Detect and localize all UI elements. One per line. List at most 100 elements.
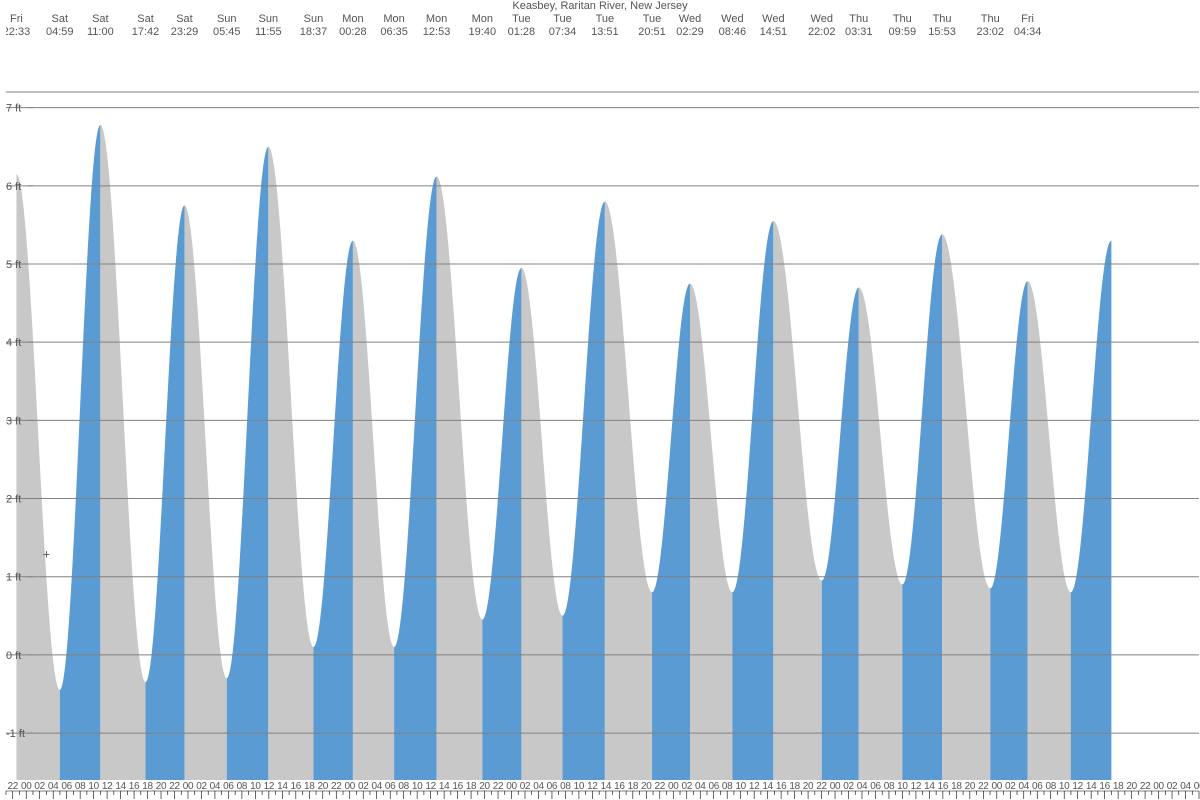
clip-left [0, 0, 6, 800]
tide-falling [521, 268, 562, 780]
x-hour-label: 06 [1194, 781, 1200, 792]
x-hour-label: 16 [291, 781, 302, 792]
x-hour-label: 06 [61, 781, 72, 792]
x-hour-label: 10 [574, 781, 585, 792]
x-hour-label: 04 [210, 781, 221, 792]
tide-falling [942, 234, 990, 780]
x-hour-label: 20 [1126, 781, 1137, 792]
tide-falling [690, 284, 732, 780]
x-hour-label: 16 [1099, 781, 1110, 792]
x-hour-label: 22 [169, 781, 180, 792]
x-hour-label: 14 [924, 781, 935, 792]
x-hour-label: 20 [965, 781, 976, 792]
y-tick-label: 7 ft [6, 103, 21, 115]
x-hour-label: 14 [762, 781, 773, 792]
tide-rising [313, 241, 352, 780]
x-hour-label: 22 [655, 781, 666, 792]
x-hour-label: 22 [1140, 781, 1151, 792]
tide-rising [822, 287, 859, 780]
x-hour-label: 02 [681, 781, 692, 792]
x-hour-label: 18 [304, 781, 315, 792]
tide-rising [146, 205, 185, 780]
x-hour-label: 16 [129, 781, 140, 792]
x-hour-label: 06 [547, 781, 558, 792]
tide-rising [732, 221, 773, 780]
x-hour-label: 04 [533, 781, 544, 792]
x-hour-label: 02 [358, 781, 369, 792]
x-hour-label: 00 [668, 781, 679, 792]
x-hour-label: 08 [722, 781, 733, 792]
x-hour-label: 16 [452, 781, 463, 792]
tide-fill [16, 125, 1111, 780]
x-hour-label: 12 [749, 781, 760, 792]
tide-falling [353, 241, 394, 780]
x-hour-label: 04 [1180, 781, 1191, 792]
x-hour-label: 20 [156, 781, 167, 792]
x-hour-label: 00 [992, 781, 1003, 792]
x-hour-label: 04 [371, 781, 382, 792]
x-hour-label: 04 [1018, 781, 1029, 792]
tide-rising [482, 268, 521, 780]
x-hour-label: 22 [816, 781, 827, 792]
x-hour-label: 00 [1153, 781, 1164, 792]
x-hour-label: 06 [1032, 781, 1043, 792]
tide-falling [100, 125, 145, 780]
tide-rising [60, 125, 101, 780]
tide-falling [268, 147, 313, 780]
y-tick-label: 4 ft [6, 337, 21, 349]
tide-rising [227, 147, 269, 780]
x-hour-label: 00 [830, 781, 841, 792]
x-hour-label: 18 [951, 781, 962, 792]
x-hour-label: 18 [142, 781, 153, 792]
tide-falling [859, 287, 903, 780]
x-hour-label: 14 [115, 781, 126, 792]
x-hour-label: 20 [641, 781, 652, 792]
x-hour-label: 20 [479, 781, 490, 792]
y-tick-label: 1 ft [6, 572, 21, 584]
x-hour-label: 14 [439, 781, 450, 792]
x-hour-label: 12 [911, 781, 922, 792]
x-hour-label: 04 [695, 781, 706, 792]
tide-rising [990, 281, 1027, 780]
y-tick-label: 0 ft [6, 650, 21, 662]
tide-chart-container: Keasbey, Raritan River, New Jersey Fri22… [0, 0, 1200, 800]
tide-chart: -1 ft0 ft1 ft2 ft3 ft4 ft5 ft6 ft7 ft220… [0, 0, 1200, 800]
x-hour-label: 04 [48, 781, 59, 792]
tide-rising [563, 201, 605, 780]
x-hour-label: 18 [466, 781, 477, 792]
x-hour-label: 02 [1005, 781, 1016, 792]
tide-falling [1028, 281, 1071, 780]
x-hour-label: 10 [1059, 781, 1070, 792]
y-tick-label: 6 ft [6, 181, 21, 193]
x-hour-label: 14 [277, 781, 288, 792]
x-hour-label: 08 [560, 781, 571, 792]
x-hour-label: 12 [425, 781, 436, 792]
x-hour-label: 14 [1086, 781, 1097, 792]
x-hour-label: 10 [735, 781, 746, 792]
tide-falling [437, 176, 483, 780]
x-tick-comb [6, 791, 1199, 799]
y-tick-label: -1 ft [6, 728, 25, 740]
x-hour-label: 02 [196, 781, 207, 792]
tide-rising [902, 234, 942, 780]
x-hour-label: 20 [318, 781, 329, 792]
x-hour-label: 02 [520, 781, 531, 792]
x-hour-label: 06 [870, 781, 881, 792]
y-tick-label: 5 ft [6, 259, 21, 271]
y-tick-label: 3 ft [6, 415, 21, 427]
x-hour-label: 00 [506, 781, 517, 792]
x-hour-label: 00 [183, 781, 194, 792]
x-hour-label: 18 [789, 781, 800, 792]
x-hour-label: 16 [614, 781, 625, 792]
x-hour-label: 06 [708, 781, 719, 792]
x-hour-label: 10 [897, 781, 908, 792]
x-axis-hours: 2200020406081012141618202200020406081012… [7, 781, 1200, 792]
x-hour-label: 02 [34, 781, 45, 792]
tide-falling [16, 174, 59, 780]
x-hour-label: 10 [88, 781, 99, 792]
x-hour-label: 12 [264, 781, 275, 792]
x-hour-label: 08 [398, 781, 409, 792]
x-hour-label: 06 [223, 781, 234, 792]
x-hour-label: 22 [978, 781, 989, 792]
x-hour-label: 08 [75, 781, 86, 792]
